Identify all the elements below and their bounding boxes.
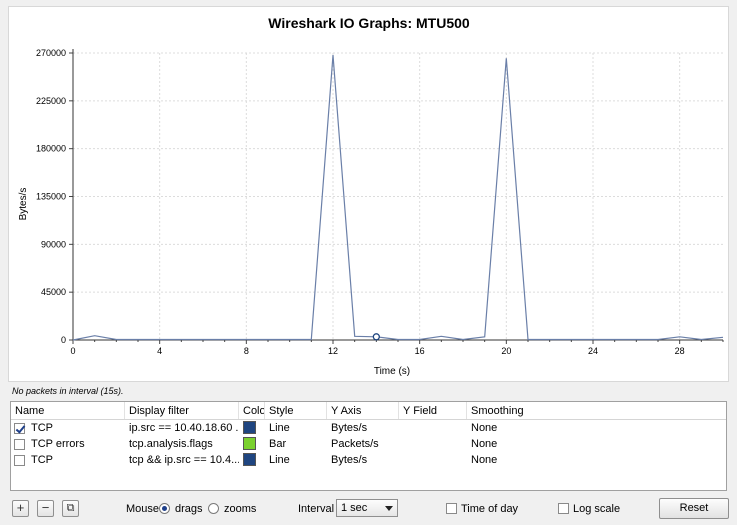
x-axis-label: Time (s)	[374, 366, 410, 377]
minus-icon: −	[41, 500, 50, 515]
interval-select[interactable]: 1 sec	[336, 499, 398, 517]
graph-row[interactable]: TCP ip.src == 10.40.18.60 ... Line Bytes/s N…	[11, 420, 726, 436]
x-tick-labels: 0 4 8 12 16 20 24 28	[70, 346, 684, 356]
graph-smoothing[interactable]: None	[471, 422, 498, 434]
column-header-name[interactable]: Name	[11, 402, 125, 419]
remove-graph-button[interactable]: −	[37, 500, 54, 517]
column-header-style[interactable]: Style	[265, 402, 327, 419]
graph-list-rows: TCP ip.src == 10.40.18.60 ... Line Bytes/s N…	[11, 420, 726, 468]
chart-series	[72, 55, 724, 341]
io-graph-panel[interactable]: Wireshark IO Graphs: MTU500 0 45000 90000 1…	[8, 6, 729, 382]
plus-icon: +	[16, 500, 25, 515]
mouse-drags-radio[interactable]	[159, 503, 170, 514]
log-scale-checkbox[interactable]	[558, 503, 569, 514]
graph-list-header: Name Display filter Colo Style Y Axis Y …	[11, 402, 726, 420]
graph-display-filter[interactable]: ip.src == 10.40.18.60 ...	[129, 422, 239, 434]
mouse-drags-label[interactable]: drags	[175, 503, 203, 515]
y-tick-label: 0	[61, 335, 66, 345]
x-tick-label: 24	[588, 346, 598, 356]
io-graph-chart[interactable]: Wireshark IO Graphs: MTU500 0 45000 90000 1…	[9, 7, 730, 383]
graph-display-filter[interactable]: tcp.analysis.flags	[129, 438, 213, 450]
graph-enabled-checkbox[interactable]	[14, 454, 25, 466]
y-tick-label: 180000	[36, 144, 66, 154]
graph-color-swatch[interactable]	[243, 453, 256, 466]
time-of-day-checkbox[interactable]	[446, 503, 457, 514]
graph-y-field[interactable]	[399, 436, 467, 452]
x-tick-label: 4	[157, 346, 162, 356]
y-tick-label: 45000	[41, 287, 66, 297]
interval-label: Interval	[298, 503, 335, 515]
mouse-zooms-radio[interactable]	[208, 503, 219, 514]
graph-display-filter[interactable]: tcp && ip.src == 10.4...	[129, 454, 239, 466]
graph-y-axis[interactable]: Bytes/s	[331, 422, 368, 434]
graph-name[interactable]: TCP	[31, 454, 53, 466]
reset-button[interactable]: Reset	[659, 498, 729, 519]
time-of-day-label[interactable]: Time of day	[461, 503, 519, 515]
graph-list-table[interactable]: Name Display filter Colo Style Y Axis Y …	[10, 401, 727, 491]
y-axis-label: Bytes/s	[18, 188, 29, 221]
hover-marker	[372, 333, 380, 341]
x-tick-label: 0	[70, 346, 75, 356]
graph-enabled-checkbox[interactable]	[14, 438, 25, 450]
graph-color-swatch[interactable]	[243, 421, 256, 434]
status-text: No packets in interval (15s).	[12, 386, 124, 396]
y-tick-label: 270000	[36, 48, 66, 58]
mouse-label: Mouse	[126, 503, 160, 515]
add-graph-button[interactable]: +	[12, 500, 29, 517]
log-scale-label[interactable]: Log scale	[573, 503, 621, 515]
graph-style[interactable]: Line	[269, 454, 290, 466]
graph-y-axis[interactable]: Bytes/s	[331, 454, 368, 466]
y-tick-label: 135000	[36, 192, 66, 202]
column-header-display-filter[interactable]: Display filter	[125, 402, 239, 419]
x-tick-label: 20	[501, 346, 511, 356]
graph-enabled-checkbox[interactable]	[14, 422, 25, 434]
graph-smoothing[interactable]: None	[471, 438, 498, 450]
graph-y-field[interactable]	[399, 452, 467, 468]
graph-color-swatch[interactable]	[243, 437, 256, 450]
column-header-smoothing[interactable]: Smoothing	[471, 405, 524, 417]
bottom-toolbar: + − ⧉ Mouse drags zooms Interval 1 sec T…	[0, 497, 737, 521]
column-header-y-field[interactable]: Y Field	[399, 402, 467, 419]
graph-style[interactable]: Line	[269, 422, 290, 434]
y-tick-label: 225000	[36, 96, 66, 106]
graph-y-axis[interactable]: Packets/s	[331, 438, 379, 450]
graph-style[interactable]: Bar	[269, 438, 287, 450]
copy-graph-button[interactable]: ⧉	[62, 500, 79, 517]
chart-axes	[69, 49, 724, 344]
chevron-down-icon	[385, 506, 393, 511]
column-header-color[interactable]: Colo	[239, 402, 265, 419]
graph-name[interactable]: TCP errors	[31, 438, 85, 450]
x-tick-label: 12	[328, 346, 338, 356]
y-tick-label: 90000	[41, 239, 66, 249]
x-tick-label: 8	[244, 346, 249, 356]
graph-name[interactable]: TCP	[31, 422, 53, 434]
graph-smoothing[interactable]: None	[471, 454, 498, 466]
x-tick-label: 28	[675, 346, 685, 356]
y-tick-labels: 0 45000 90000 135000 180000 225000 270000	[36, 48, 66, 345]
interval-value: 1 sec	[341, 502, 368, 514]
graph-row[interactable]: TCP tcp && ip.src == 10.4... Line Bytes/s No…	[11, 452, 726, 468]
chart-title: Wireshark IO Graphs: MTU500	[268, 15, 470, 31]
graph-row[interactable]: TCP errors tcp.analysis.flags Bar Packets/s…	[11, 436, 726, 452]
chart-grid	[72, 52, 723, 341]
x-tick-label: 16	[415, 346, 425, 356]
column-header-y-axis[interactable]: Y Axis	[327, 402, 399, 419]
series-line-tcp	[72, 55, 724, 341]
graph-y-field[interactable]	[399, 420, 467, 436]
mouse-zooms-label[interactable]: zooms	[224, 503, 257, 515]
copy-icon: ⧉	[66, 502, 75, 514]
